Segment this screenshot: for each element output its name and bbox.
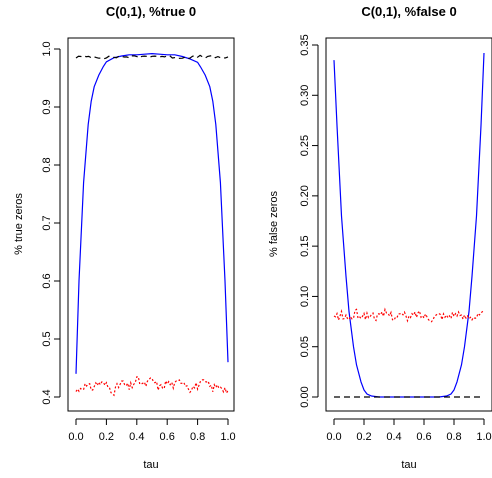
y-tick-label: 0.6 xyxy=(41,273,53,288)
y-tick-label: 0.30 xyxy=(299,85,311,106)
series-line-dotted-red xyxy=(75,376,229,397)
series-line-solid-blue xyxy=(333,52,485,398)
y-tick-label: 0.35 xyxy=(299,34,311,55)
x-tick-label: 1.0 xyxy=(220,431,235,443)
panel-false-zeros: C(0,1), %false 0 0.0 0.2 0.4 0.6 0.8 1.0 0.00… xyxy=(268,4,492,471)
y-axis-label-false-zeros: % false zeros xyxy=(268,190,280,257)
y-tick-label: 0.15 xyxy=(299,235,311,256)
x-tick-label: 0.2 xyxy=(356,431,371,443)
x-tick-label: 0.4 xyxy=(129,431,144,443)
y-tick-label: 0.4 xyxy=(41,389,53,404)
x-tick-label: 1.0 xyxy=(476,431,491,443)
y-tick-label: 0.00 xyxy=(299,386,311,407)
x-axis-false-zeros: 0.0 0.2 0.4 0.6 0.8 1.0 xyxy=(326,418,492,443)
x-axis-label-false-zeros: tau xyxy=(401,459,416,471)
series-line-solid-blue xyxy=(75,52,229,374)
y-tick-label: 0.05 xyxy=(299,336,311,357)
plot-frame-false-zeros xyxy=(325,37,492,412)
y-tick-label: 0.8 xyxy=(41,157,53,172)
panel-true-zeros: C(0,1), %true 0 0.0 0.2 0.4 0.6 0.8 1.0 0.40.… xyxy=(13,4,236,471)
series-group-true-zeros xyxy=(75,52,229,397)
y-tick-label: 0.10 xyxy=(299,286,311,307)
x-tick-label: 0.4 xyxy=(386,431,401,443)
x-tick-label: 0.0 xyxy=(326,431,341,443)
chart-title-true-zeros: C(0,1), %true 0 xyxy=(106,4,196,19)
plot-frame-true-zeros xyxy=(67,37,235,412)
y-axis-label-true-zeros: % true zeros xyxy=(13,193,25,255)
y-tick-label: 0.5 xyxy=(41,331,53,346)
y-axis-false-zeros: 0.00 0.05 0.10 0.15 0.20 0.25 0.30 0.35 xyxy=(299,34,319,408)
y-axis-true-zeros: 0.4 0.5 0.6 0.7 0.8 0.9 1.0 xyxy=(41,41,61,405)
x-tick-label: 0.6 xyxy=(416,431,431,443)
y-tick-label: 0.9 xyxy=(41,99,53,114)
x-tick-label: 0.2 xyxy=(99,431,114,443)
x-tick-label: 0.8 xyxy=(446,431,461,443)
y-tick-label: 0.20 xyxy=(299,185,311,206)
x-axis-true-zeros: 0.0 0.2 0.4 0.6 0.8 1.0 xyxy=(68,418,236,443)
series-line-dotted-red xyxy=(333,307,485,323)
y-tick-label: 0.7 xyxy=(41,215,53,230)
y-tick-label: 1.0 xyxy=(41,41,53,56)
x-axis-label-true-zeros: tau xyxy=(143,459,158,471)
x-tick-label: 0.8 xyxy=(190,431,205,443)
x-tick-label: 0.6 xyxy=(160,431,175,443)
series-line-dashed-black xyxy=(75,54,229,60)
series-group-false-zeros xyxy=(333,52,485,398)
y-tick-label: 0.25 xyxy=(299,135,311,156)
chart-title-false-zeros: C(0,1), %false 0 xyxy=(361,4,456,19)
x-tick-label: 0.0 xyxy=(68,431,83,443)
